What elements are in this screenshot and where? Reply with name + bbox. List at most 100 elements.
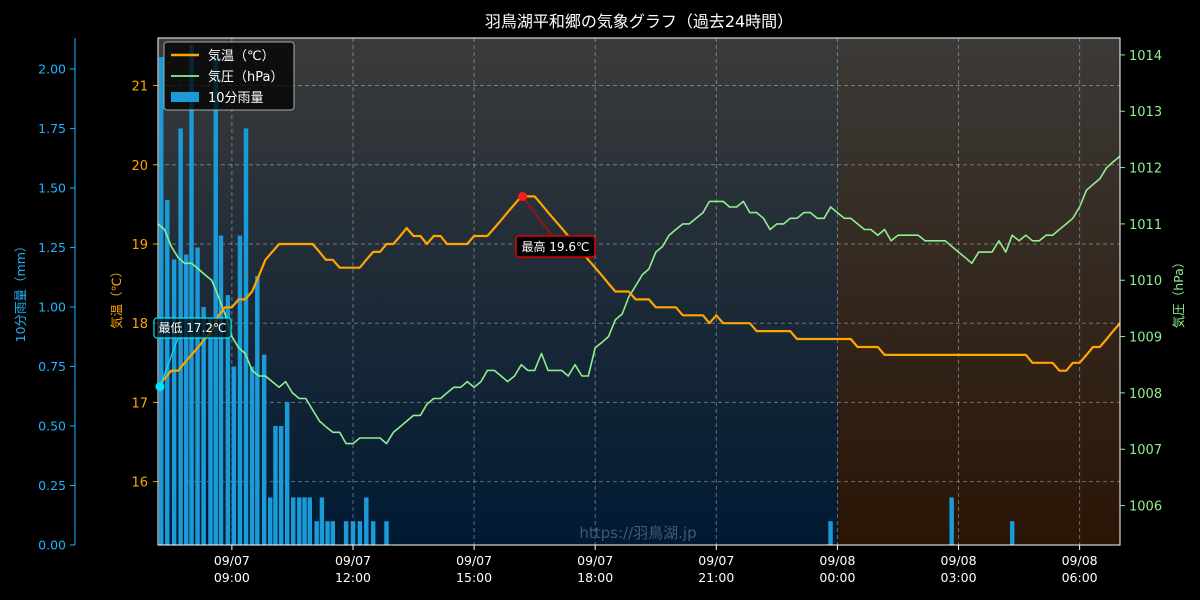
rain-bar — [249, 366, 255, 545]
x-tick-label-date: 09/07 — [456, 553, 492, 568]
rain-bar — [189, 45, 194, 545]
rain-bar — [255, 276, 260, 545]
day-background — [158, 38, 838, 545]
rain-bar — [364, 497, 369, 545]
rain-bar — [273, 425, 278, 545]
x-tick-label-date: 09/08 — [941, 553, 977, 568]
pressure-axis-tick-label: 1013 — [1129, 105, 1162, 120]
rain-bar — [314, 521, 319, 545]
pressure-axis-tick-label: 1014 — [1129, 49, 1162, 64]
min-temp-marker — [155, 382, 165, 392]
rain-bar — [302, 497, 307, 545]
x-tick-label-date: 09/08 — [819, 553, 855, 568]
rain-bar — [225, 295, 231, 545]
legend-rain-label: 10分雨量 — [208, 91, 264, 106]
plot-frame — [157, 37, 1121, 546]
axes: 09/07 09:00 09/07 12:00 09/07 15:00 09/07 18:00… — [13, 38, 1186, 585]
plot-background — [158, 38, 1120, 545]
legend-temp-label: 気温（℃） — [208, 48, 275, 64]
temp-axis-tick-label: 16 — [131, 476, 148, 491]
rain-axis-tick-label: 1.25 — [38, 240, 66, 255]
legend-rain-swatch — [171, 92, 199, 102]
rain-bar — [330, 521, 336, 545]
series-lines — [158, 155, 1120, 445]
temp-axis-tick-label: 19 — [131, 238, 148, 253]
annotations: 最高 19.6℃ 最低 17.2℃ — [153, 191, 596, 392]
rain-bar — [278, 425, 284, 545]
rain-bar — [949, 497, 954, 545]
rain-bar — [171, 259, 177, 545]
x-tick-label-time: 03:00 — [941, 570, 977, 585]
rain-bar — [218, 235, 224, 545]
rain-bar — [370, 521, 376, 545]
rain-axis-tick-label: 0.00 — [38, 538, 66, 553]
rain-bar — [165, 199, 170, 545]
rain-bar — [828, 521, 833, 545]
rain-bar — [243, 128, 249, 545]
rain-bar — [343, 521, 349, 545]
x-tick-label-date: 09/07 — [698, 553, 734, 568]
rain-bar — [213, 57, 218, 545]
min-temp-label: 最低 17.2℃ — [158, 321, 226, 335]
rain-bar — [261, 354, 267, 545]
rain-bar — [325, 521, 330, 545]
pressure-line — [158, 155, 1120, 445]
pressure-axis-tick-label: 1008 — [1129, 387, 1162, 402]
temp-axis-tick-label: 18 — [131, 317, 148, 332]
temperature-line — [158, 195, 1120, 388]
rain-bar — [208, 318, 213, 545]
rain-bar — [297, 497, 302, 545]
rain-bar — [268, 497, 273, 545]
temp-axis-tick-label: 20 — [131, 159, 148, 174]
max-temp-arrow — [522, 196, 553, 237]
temp-axis-tick-label: 17 — [131, 396, 148, 411]
temp-axis-tick-label: 21 — [131, 80, 148, 95]
rain-axis-tick-label: 1.00 — [38, 299, 66, 314]
pressure-axis-tick-label: 1009 — [1129, 331, 1162, 346]
rain-bar — [237, 235, 243, 545]
x-tick-label-time: 15:00 — [456, 570, 492, 585]
rain-bar — [291, 497, 296, 545]
rain-bar — [159, 57, 164, 545]
x-tick-label-time: 21:00 — [698, 570, 734, 585]
legend-pressure-label: 気圧（hPa） — [208, 69, 283, 85]
temp-axis-label: 気温（℃） — [109, 265, 124, 329]
rain-axis-tick-label: 0.75 — [38, 359, 66, 374]
rain-bar — [319, 497, 325, 545]
pressure-axis-tick-label: 1011 — [1129, 218, 1162, 233]
pressure-axis-tick-label: 1012 — [1129, 162, 1162, 177]
pressure-axis-label: 気圧（hPa） — [1171, 256, 1186, 329]
rain-bar — [231, 366, 237, 545]
watermark: https://羽鳥湖.jp — [579, 524, 696, 542]
x-tick-label-time: 18:00 — [577, 570, 613, 585]
x-tick-label-time: 12:00 — [335, 570, 371, 585]
grid-lines — [158, 38, 1120, 545]
pressure-axis-tick-label: 1007 — [1129, 443, 1162, 458]
x-tick-label-time: 06:00 — [1062, 570, 1098, 585]
rain-axis-label: 10分雨量（mm） — [13, 240, 28, 343]
rain-bar — [195, 247, 200, 545]
x-tick-label-date: 09/08 — [1062, 553, 1098, 568]
rain-axis-tick-label: 1.75 — [38, 121, 66, 136]
pressure-axis-tick-label: 1006 — [1129, 500, 1162, 515]
max-temp-label: 最高 19.6℃ — [521, 239, 589, 254]
rain-bar — [201, 306, 206, 545]
max-temp-box — [515, 235, 596, 258]
rain-bar — [384, 521, 389, 545]
rain-axis-tick-label: 0.25 — [38, 478, 66, 493]
x-tick-label-date: 09/07 — [214, 553, 250, 568]
rain-bar — [284, 402, 290, 545]
rain-bar — [357, 521, 363, 545]
x-tick-label-time: 09:00 — [214, 570, 250, 585]
rain-bar — [1009, 521, 1015, 545]
rain-axis-tick-label: 1.50 — [38, 180, 66, 195]
x-tick-label-date: 09/07 — [577, 553, 613, 568]
rain-bar — [350, 521, 356, 545]
x-tick-label-time: 00:00 — [819, 570, 855, 585]
x-tick-label-date: 09/07 — [335, 553, 371, 568]
rain-axis-tick-label: 0.50 — [38, 418, 66, 433]
pressure-axis-tick-label: 1010 — [1129, 274, 1162, 289]
chart-title: 羽鳥湖平和郷の気象グラフ（過去24時間） — [485, 12, 793, 31]
legend: 気温（℃） 気圧（hPa） 10分雨量 — [163, 41, 295, 111]
